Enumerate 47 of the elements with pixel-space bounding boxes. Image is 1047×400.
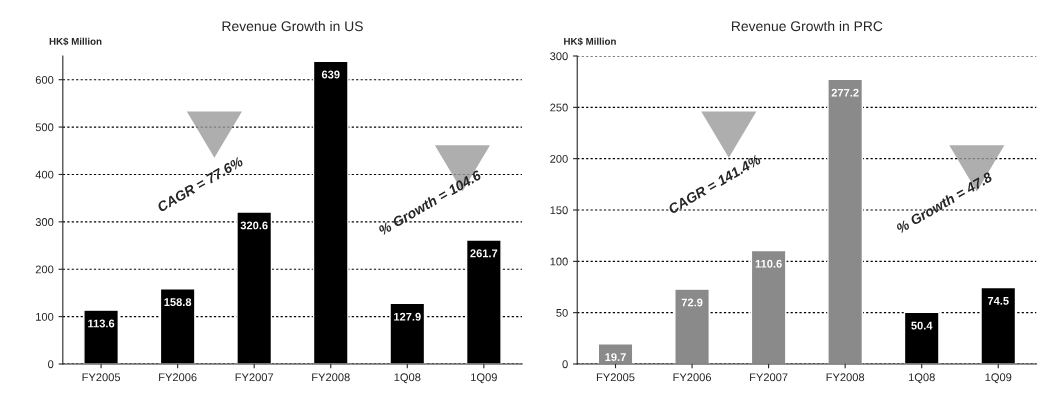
x-tick-label: FY2007 xyxy=(750,373,788,382)
y-tick-label: 200 xyxy=(550,154,568,163)
y-tick-label: 300 xyxy=(550,52,568,61)
data-label: 50.4 xyxy=(911,321,933,330)
y-tick-label: 50 xyxy=(556,308,568,317)
y-tick-label: 100 xyxy=(550,257,568,266)
y-tick-label: 150 xyxy=(550,206,568,215)
bar xyxy=(236,211,273,364)
data-label: 72.9 xyxy=(681,298,703,307)
x-tick-label: 1Q09 xyxy=(985,373,1012,384)
chart-title: Revenue Growth in PRC xyxy=(731,20,883,32)
data-label: 113.6 xyxy=(88,319,115,328)
x-tick-label: FY2008 xyxy=(312,373,350,382)
data-label: 19.7 xyxy=(605,353,626,362)
bar xyxy=(903,311,940,364)
y-tick-label: 500 xyxy=(35,123,54,132)
x-tick-label: FY2008 xyxy=(826,373,865,382)
x-tick-label: FY2006 xyxy=(673,373,712,382)
x-tick-label: FY2005 xyxy=(596,373,635,382)
y-tick-label: 100 xyxy=(36,312,54,321)
y-tick-label: 0 xyxy=(48,360,54,369)
data-label: 261.7 xyxy=(470,249,498,258)
y-tick-label: 400 xyxy=(35,170,54,179)
x-tick-label: FY2006 xyxy=(159,373,197,382)
y-tick-label: 200 xyxy=(35,265,54,274)
data-label: 127.9 xyxy=(394,312,421,321)
data-label: 277.2 xyxy=(831,88,859,97)
x-tick-label: 1Q09 xyxy=(471,373,497,384)
data-label: 639 xyxy=(321,70,340,79)
chart-title: Revenue Growth in US xyxy=(222,20,363,32)
y-tick-label: 600 xyxy=(35,75,54,84)
x-tick-label: FY2005 xyxy=(82,373,121,382)
x-tick-label: FY2007 xyxy=(235,373,274,382)
data-label: 158.8 xyxy=(164,298,192,306)
y-tick-label: 250 xyxy=(550,103,568,112)
data-label: 110.6 xyxy=(755,259,782,268)
data-label: 74.5 xyxy=(987,297,1009,305)
data-label: 320.6 xyxy=(240,221,268,230)
bar xyxy=(674,288,710,364)
y-tick-label: 0 xyxy=(562,360,568,369)
x-tick-label: 1Q08 xyxy=(908,373,935,384)
bar xyxy=(827,78,864,364)
bar xyxy=(750,249,787,364)
y-tick-label: 300 xyxy=(35,218,54,226)
y-axis-title: HK$ Million xyxy=(564,37,616,46)
y-axis-title: HK$ Million xyxy=(49,37,102,46)
x-tick-label: 1Q08 xyxy=(394,373,421,384)
